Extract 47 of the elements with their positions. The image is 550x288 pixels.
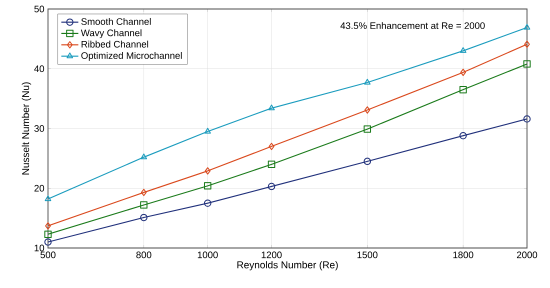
point [364, 106, 370, 114]
point [268, 160, 276, 168]
x-tick-label: 2000 [516, 252, 538, 258]
point [364, 78, 371, 85]
legend-label: Optimized Microchannel [81, 52, 182, 61]
annotation: 43.5% Enhancement at Re = 2000 [340, 22, 485, 30]
x-tick-label: 500 [40, 252, 56, 258]
x-tick-label: 1000 [198, 252, 218, 258]
point [140, 201, 148, 209]
point [44, 195, 52, 202]
point [459, 86, 467, 94]
y-tick-label: 10 [34, 244, 44, 252]
point [268, 104, 275, 110]
x-tick-label: 1200 [262, 252, 282, 258]
y-tick-label: 40 [34, 65, 44, 72]
point [204, 200, 212, 207]
x-tick-label: 800 [136, 252, 152, 258]
point [140, 188, 147, 196]
y-tick-label: 50 [34, 6, 44, 12]
x-axis-title: Reynolds Number (Re) [237, 261, 338, 270]
point [140, 153, 148, 160]
point [140, 214, 148, 222]
point [44, 230, 52, 238]
point [364, 158, 372, 166]
legend-label: Ribbed Channel [82, 40, 148, 48]
point [268, 142, 274, 150]
point [460, 68, 466, 76]
x-tick-label: 1800 [453, 252, 474, 258]
y-tick-label: 30 [34, 125, 44, 132]
x-tick-label: 1500 [358, 252, 378, 258]
point [364, 125, 372, 133]
y-tick-label: 20 [34, 184, 44, 192]
point [204, 167, 211, 175]
legend-label: Smooth Channel [81, 18, 151, 25]
point [44, 238, 52, 246]
point [524, 24, 530, 30]
point [459, 132, 467, 140]
point [460, 47, 466, 53]
point [268, 182, 276, 190]
point [204, 182, 212, 190]
point [204, 128, 211, 134]
point [45, 222, 51, 230]
point [523, 60, 531, 68]
legend-label: Wavy Channel [80, 29, 142, 38]
y-axis-title: Nusselt Number (Nu) [22, 82, 32, 174]
point [523, 115, 531, 123]
point [524, 40, 530, 48]
